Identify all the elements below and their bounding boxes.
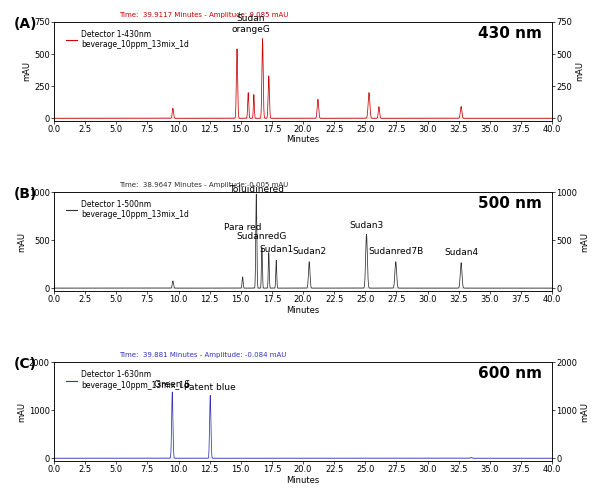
X-axis label: Minutes: Minutes	[286, 476, 320, 485]
Text: Time:  39.881 Minutes - Amplitude: -0.084 mAU: Time: 39.881 Minutes - Amplitude: -0.084…	[119, 352, 286, 358]
Legend: Detector 1-500nm
beverage_10ppm_13mix_1d: Detector 1-500nm beverage_10ppm_13mix_1d	[63, 197, 192, 223]
Text: 430 nm: 430 nm	[478, 26, 542, 41]
Text: Sudan2: Sudan2	[292, 247, 326, 257]
Legend: Detector 1-430nm
beverage_10ppm_13mix_1d: Detector 1-430nm beverage_10ppm_13mix_1d	[63, 27, 192, 52]
Y-axis label: mAU: mAU	[17, 402, 26, 422]
Legend: Detector 1-630nm
beverage_10ppm_13mix_1d: Detector 1-630nm beverage_10ppm_13mix_1d	[63, 367, 192, 392]
Text: (B): (B)	[14, 187, 38, 201]
Text: Para red: Para red	[224, 224, 262, 232]
Text: Time:  39.9117 Minutes - Amplitude: 0.085 mAU: Time: 39.9117 Minutes - Amplitude: 0.085…	[119, 12, 288, 18]
Y-axis label: mAU: mAU	[580, 232, 589, 251]
Text: Green S: Green S	[154, 380, 190, 389]
Y-axis label: mAU: mAU	[575, 61, 584, 81]
Text: SudanredG: SudanredG	[237, 232, 287, 241]
Text: Patent blue: Patent blue	[184, 383, 236, 392]
Text: Time:  38.9647 Minutes - Amplitude: 0.005 mAU: Time: 38.9647 Minutes - Amplitude: 0.005…	[119, 182, 288, 188]
Text: Sudan4: Sudan4	[444, 248, 478, 257]
Y-axis label: mAU: mAU	[580, 402, 589, 422]
Text: Toluidinered: Toluidinered	[229, 185, 284, 194]
Text: Sudan3: Sudan3	[349, 221, 383, 229]
X-axis label: Minutes: Minutes	[286, 305, 320, 315]
Text: Sudan
orangeG: Sudan orangeG	[231, 14, 270, 34]
Text: 600 nm: 600 nm	[478, 366, 542, 381]
Text: Sudanred7B: Sudanred7B	[368, 247, 424, 257]
Text: 500 nm: 500 nm	[478, 196, 542, 211]
Text: Sudan1: Sudan1	[259, 244, 293, 254]
Y-axis label: mAU: mAU	[17, 232, 26, 251]
Text: (C): (C)	[14, 357, 37, 371]
Y-axis label: mAU: mAU	[22, 61, 31, 81]
X-axis label: Minutes: Minutes	[286, 136, 320, 144]
Text: (A): (A)	[14, 17, 38, 31]
